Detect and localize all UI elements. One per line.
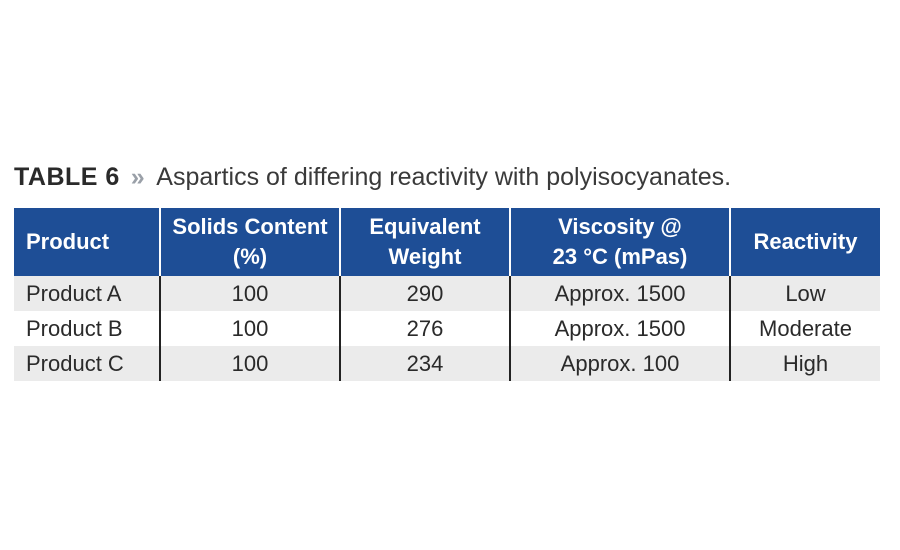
- header-product: Product: [14, 208, 160, 276]
- header-viscosity: Viscosity @ 23 °C (mPas): [509, 208, 730, 276]
- table-row: Product B 100 276 Approx. 1500 Moderate: [14, 311, 880, 346]
- table-row: Product A 100 290 Approx. 1500 Low: [14, 276, 880, 311]
- table-header-row: Product Solids Content (%) Equivalent We…: [14, 208, 880, 276]
- cell-solids-content: 100: [159, 276, 340, 311]
- cell-equivalent-weight: 290: [339, 276, 510, 311]
- cell-solids-content: 100: [159, 311, 340, 346]
- table-caption: TABLE 6 » Aspartics of differing reactiv…: [14, 159, 731, 195]
- cell-equivalent-weight: 234: [339, 346, 510, 381]
- table-title: Aspartics of differing reactivity with p…: [156, 163, 732, 191]
- data-table: Product Solids Content (%) Equivalent We…: [14, 208, 880, 381]
- table-number: TABLE 6: [14, 163, 120, 191]
- cell-solids-content: 100: [159, 346, 340, 381]
- cell-product: Product B: [14, 311, 160, 346]
- cell-viscosity: Approx. 1500: [509, 276, 730, 311]
- cell-reactivity: Low: [729, 276, 880, 311]
- header-solids-content: Solids Content (%): [159, 208, 340, 276]
- cell-product: Product A: [14, 276, 160, 311]
- cell-viscosity: Approx. 1500: [509, 311, 730, 346]
- cell-viscosity: Approx. 100: [509, 346, 730, 381]
- header-reactivity: Reactivity: [729, 208, 880, 276]
- cell-equivalent-weight: 276: [339, 311, 510, 346]
- cell-reactivity: Moderate: [729, 311, 880, 346]
- header-equivalent-weight: Equivalent Weight: [339, 208, 510, 276]
- table-row: Product C 100 234 Approx. 100 High: [14, 346, 880, 381]
- cell-product: Product C: [14, 346, 160, 381]
- chevron-separator-icon: »: [130, 163, 145, 191]
- cell-reactivity: High: [729, 346, 880, 381]
